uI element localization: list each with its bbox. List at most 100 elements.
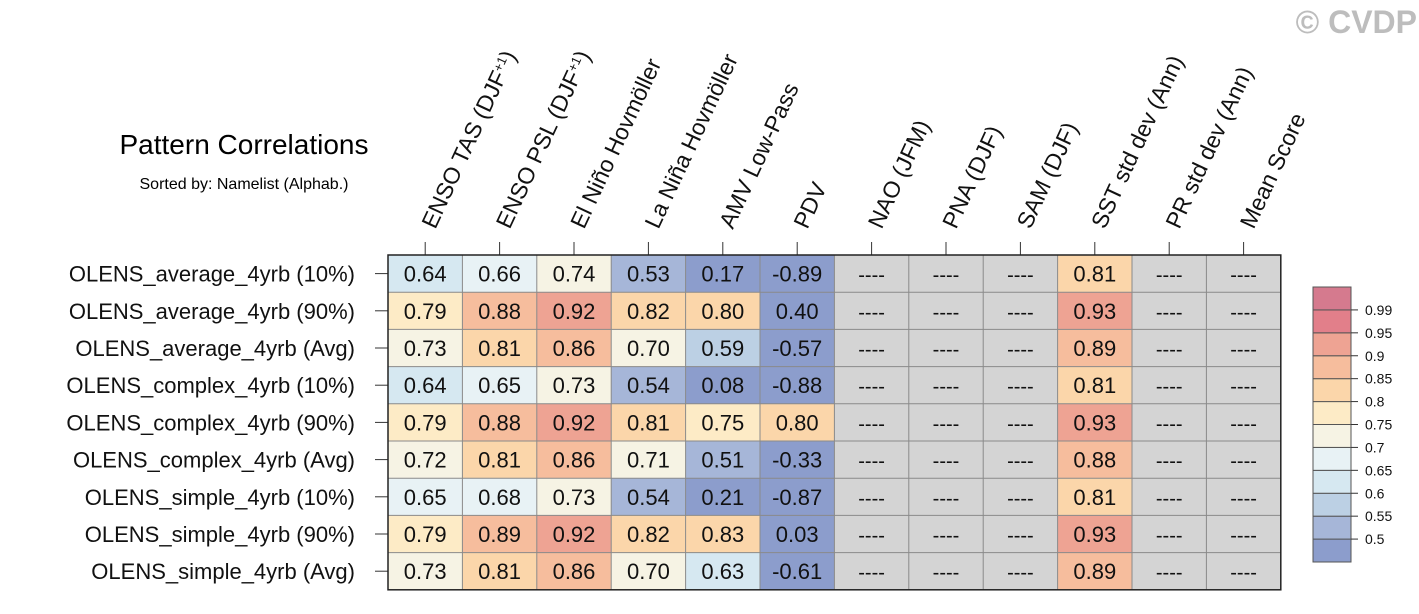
column-header-label: Mean Score <box>1235 109 1311 232</box>
heatmap-cell <box>611 292 686 330</box>
column-header-label: PNA (DJF) <box>937 122 1007 233</box>
heatmap-cell <box>462 403 537 441</box>
heatmap-cell <box>611 552 686 590</box>
heatmap-cell <box>1057 366 1132 404</box>
cell-value-label: ---- <box>1156 339 1183 361</box>
colorbar-tick-label: 0.65 <box>1365 462 1392 478</box>
colorbar-swatch <box>1312 492 1352 517</box>
heatmap-cell <box>536 366 612 404</box>
colorbar-tick-label: 0.99 <box>1365 302 1392 318</box>
heatmap-cell <box>760 403 835 441</box>
cell-value-label: ---- <box>1007 413 1034 435</box>
cell-value-label: ---- <box>1230 525 1257 547</box>
row-label: OLENS_average_4yrb (90%) <box>69 299 355 324</box>
cell-value-label: 0.80 <box>701 299 744 324</box>
cell-value-label: 0.21 <box>701 485 744 510</box>
cell-value-label: ---- <box>933 413 960 435</box>
heatmap-cell <box>908 366 984 404</box>
heatmap-cell <box>388 441 463 479</box>
colorbar-swatch <box>1312 538 1352 563</box>
cell-value-label: 0.82 <box>627 522 670 547</box>
cell-value-label: ---- <box>1007 376 1034 398</box>
cell-value-label: 0.64 <box>404 262 447 287</box>
heatmap-cell <box>685 552 760 590</box>
cell-value-label: 0.53 <box>627 262 670 287</box>
heatmap-cell <box>983 366 1058 404</box>
heatmap-cell <box>1206 478 1281 516</box>
heatmap-grid <box>387 254 1282 591</box>
heatmap-cell <box>983 292 1058 330</box>
cell-value-label: ---- <box>858 488 885 510</box>
heatmap-border <box>387 254 1282 591</box>
colorbar-tick-label: 0.8 <box>1365 394 1385 410</box>
cell-value-label: ---- <box>1230 451 1257 473</box>
cell-value-label: ---- <box>1156 302 1183 324</box>
heatmap-cell <box>685 403 760 441</box>
column-header-label: AMV Low-Pass <box>714 79 804 232</box>
heatmap-cells: 0.64 0.66 0.74 0.53 0.17 -0.89 ---- ---- ---- 0.8… <box>388 255 1281 590</box>
heatmap-cell <box>536 515 612 553</box>
heatmap-cell <box>685 366 760 404</box>
heatmap-cell <box>388 292 463 330</box>
colorbar-swatch <box>1312 378 1352 403</box>
cell-value-label: 0.75 <box>701 410 744 435</box>
row-label: OLENS_average_4yrb (10%) <box>69 262 355 287</box>
heatmap-cell <box>983 441 1058 479</box>
cell-value-label: 0.81 <box>478 336 521 361</box>
cell-value-label: ---- <box>1007 339 1034 361</box>
heatmap-cell <box>1132 403 1207 441</box>
cell-value-label: 0.59 <box>701 336 744 361</box>
heatmap-cell <box>834 366 909 404</box>
cell-value-label: ---- <box>933 562 960 584</box>
cell-value-label: 0.93 <box>1073 522 1116 547</box>
cell-value-label: ---- <box>933 265 960 287</box>
column-header-label: SAM (DJF) <box>1011 118 1083 232</box>
heatmap-cell <box>1206 255 1281 293</box>
heatmap-cell <box>536 552 612 590</box>
cell-value-label: 0.66 <box>478 262 521 287</box>
cell-value-label: 0.70 <box>627 336 670 361</box>
colorbar-swatch <box>1312 469 1352 494</box>
cell-value-label: 0.89 <box>1073 559 1116 584</box>
heatmap-cell <box>1206 366 1281 404</box>
cell-value-label: 0.70 <box>627 559 670 584</box>
cell-value-label: ---- <box>1156 525 1183 547</box>
cell-value-label: ---- <box>1230 413 1257 435</box>
row-label: OLENS_complex_4yrb (Avg) <box>73 448 355 473</box>
cell-value-label: 0.88 <box>1073 448 1116 473</box>
cell-value-label: ---- <box>1156 451 1183 473</box>
colorbar-tick-label: 0.75 <box>1365 417 1392 433</box>
heatmap-cell <box>462 441 537 479</box>
colorbar-tick-label: 0.6 <box>1365 485 1385 501</box>
heatmap-cell <box>760 292 835 330</box>
heatmap-cell <box>1132 255 1207 293</box>
heatmap-cell <box>760 478 835 516</box>
heatmap-cell <box>611 255 686 293</box>
heatmap-cell <box>1057 552 1132 590</box>
heatmap-cell <box>760 441 835 479</box>
heatmap-cell <box>685 329 760 367</box>
heatmap-cell <box>908 515 984 553</box>
heatmap-cell <box>834 255 909 293</box>
cell-value-label: ---- <box>858 451 885 473</box>
cell-value-label: 0.89 <box>478 522 521 547</box>
cell-value-label: 0.80 <box>776 410 819 435</box>
colorbar-tick-label: 0.95 <box>1365 325 1392 341</box>
heatmap-cell <box>611 515 686 553</box>
cell-value-label: 0.73 <box>553 485 596 510</box>
cell-value-label: 0.81 <box>1073 262 1116 287</box>
heatmap-cell <box>536 441 612 479</box>
cell-value-label: 0.86 <box>553 448 596 473</box>
column-header-label: NAO (JFM) <box>863 116 936 232</box>
heatmap-cell <box>388 478 463 516</box>
heatmap-cell <box>462 552 537 590</box>
colorbar-swatch <box>1312 424 1352 448</box>
heatmap-cell <box>908 403 984 441</box>
cell-value-label: 0.92 <box>553 410 596 435</box>
colorbar-swatch <box>1312 401 1352 426</box>
cell-value-label: ---- <box>1156 265 1183 287</box>
heatmap-cell <box>1132 292 1207 330</box>
cell-value-label: 0.92 <box>553 299 596 324</box>
chart-title: Pattern Correlations <box>119 129 368 160</box>
row-label: OLENS_complex_4yrb (10%) <box>66 373 355 398</box>
